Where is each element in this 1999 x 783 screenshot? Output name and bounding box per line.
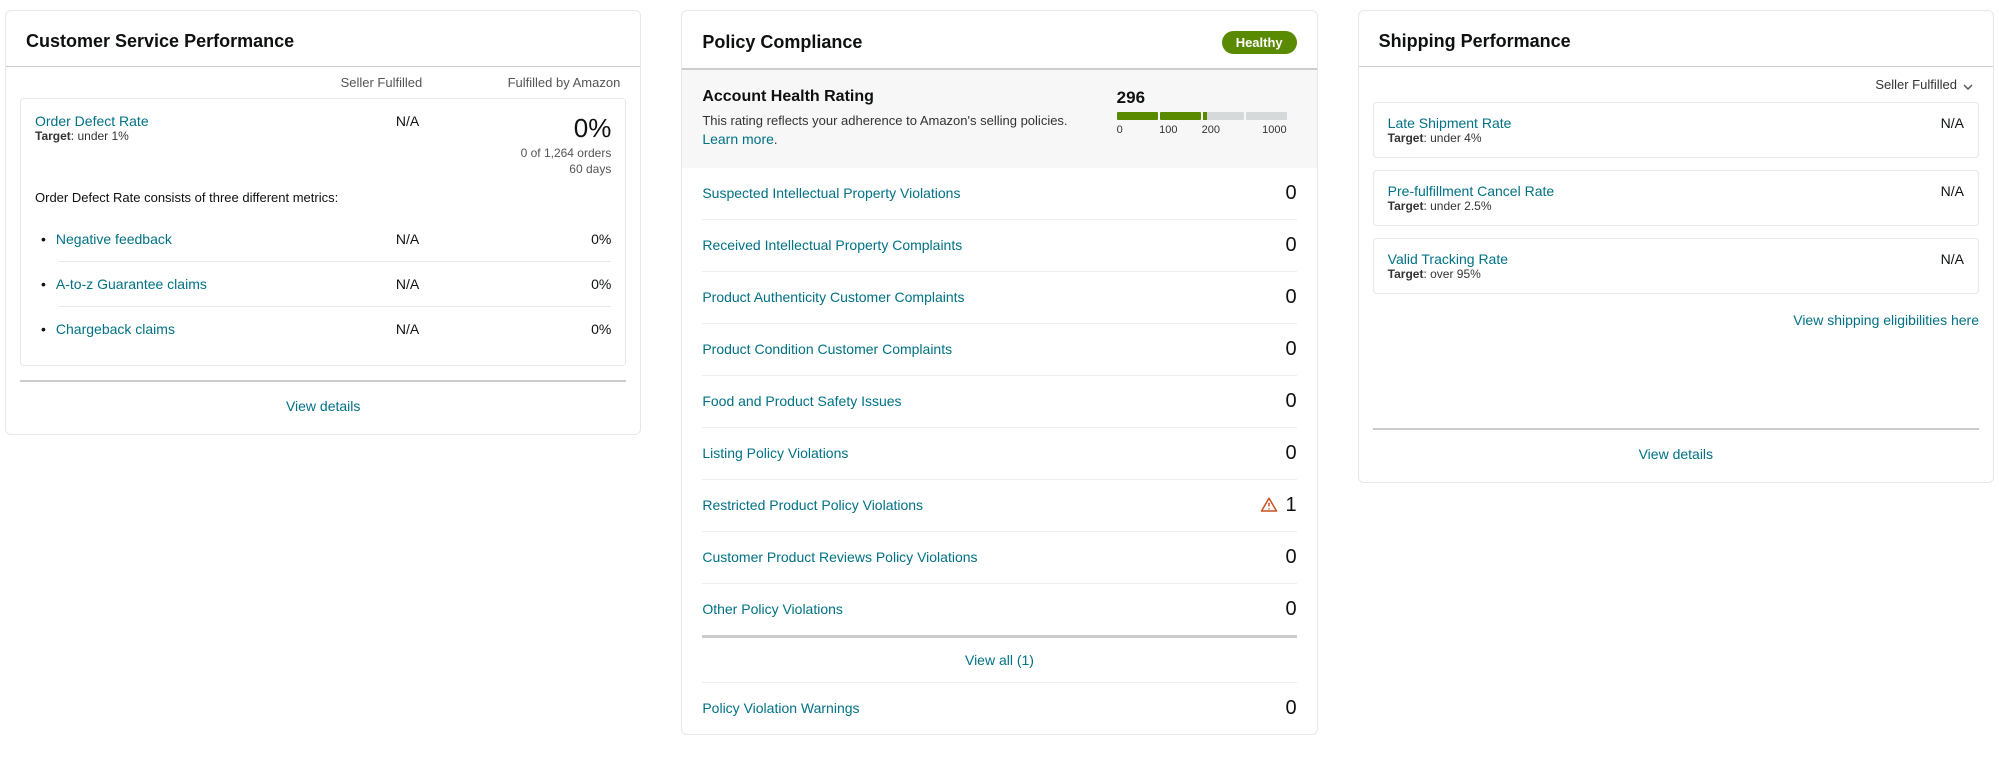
policy-row-count: 0 [1286, 442, 1297, 465]
ahr-gauge-labels: 0 100 200 1000 [1117, 124, 1287, 136]
cs-column-headers: Seller Fulfilled Fulfilled by Amazon [6, 67, 640, 98]
policy-row-link[interactable]: Other Policy Violations [702, 601, 843, 617]
metric-value: 0% [419, 276, 611, 292]
warning-icon [1260, 496, 1278, 514]
order-defect-rate-link[interactable]: Order Defect Rate [35, 113, 227, 129]
view-details-link[interactable]: View details [286, 398, 360, 414]
shipping-metric-link[interactable]: Pre-fulfillment Cancel Rate [1388, 183, 1555, 199]
metric-row: • Negative feedback N/A 0% [35, 217, 611, 261]
metric-value: N/A [227, 321, 419, 337]
customer-service-panel: Customer Service Performance Seller Fulf… [5, 10, 641, 435]
metric-value: N/A [227, 276, 419, 292]
shipping-performance-panel: Shipping Performance Seller Fulfilled La… [1358, 10, 1994, 483]
ahr-title: Account Health Rating [702, 88, 1086, 106]
shipping-metric-target: Target: over 95% [1388, 267, 1508, 281]
ahr-subtitle: This rating reflects your adherence to A… [702, 112, 1086, 150]
order-defect-rate-card: Order Defect Rate Target: under 1% N/A 0… [20, 98, 626, 366]
account-health-rating-section: Account Health Rating This rating reflec… [682, 68, 1316, 168]
metric-row: • Chargeback claims N/A 0% [35, 307, 611, 351]
odr-target: Target: under 1% [35, 129, 227, 143]
healthy-badge: Healthy [1222, 31, 1297, 54]
policy-row: Food and Product Safety Issues 0 [702, 376, 1296, 428]
ahr-score: 296 [1117, 88, 1297, 108]
policy-row: Product Condition Customer Complaints 0 [702, 324, 1296, 376]
atoz-claims-link[interactable]: A-to-z Guarantee claims [56, 276, 207, 292]
shipping-metric-link[interactable]: Late Shipment Rate [1388, 115, 1512, 131]
shipping-metric-card: Valid Tracking RateTarget: over 95% N/A [1373, 238, 1979, 294]
panel-header: Customer Service Performance [6, 11, 640, 66]
view-details-link[interactable]: View details [1639, 446, 1713, 462]
odr-explain: Order Defect Rate consists of three diff… [35, 190, 611, 205]
policy-row-count: 0 [1286, 338, 1297, 361]
panel-title: Customer Service Performance [26, 31, 294, 52]
col-seller-fulfilled: Seller Fulfilled [224, 75, 422, 90]
shipping-metric-value: N/A [1941, 251, 1964, 267]
policy-row-link[interactable]: Customer Product Reviews Policy Violatio… [702, 549, 977, 565]
policy-row-count: 0 [1286, 598, 1297, 621]
policy-row-link[interactable]: Product Authenticity Customer Complaints [702, 289, 964, 305]
policy-row: Other Policy Violations 0 [702, 584, 1296, 635]
panel-title: Policy Compliance [702, 32, 862, 53]
policy-row-link[interactable]: Product Condition Customer Complaints [702, 341, 952, 357]
policy-row-link[interactable]: Listing Policy Violations [702, 445, 848, 461]
policy-row-link[interactable]: Restricted Product Policy Violations [702, 497, 923, 513]
policy-row-count: 0 [1286, 234, 1297, 257]
odr-seller-value: N/A [227, 113, 419, 129]
shipping-metric-link[interactable]: Valid Tracking Rate [1388, 251, 1508, 267]
shipping-metric-value: N/A [1941, 183, 1964, 199]
policy-row: Suspected Intellectual Property Violatio… [702, 168, 1296, 220]
chargeback-claims-link[interactable]: Chargeback claims [56, 321, 175, 337]
policy-row: Customer Product Reviews Policy Violatio… [702, 532, 1296, 584]
view-shipping-eligibilities-link[interactable]: View shipping eligibilities here [1793, 312, 1979, 328]
panel-title: Shipping Performance [1379, 31, 1571, 52]
policy-row: Restricted Product Policy Violations 1 [702, 480, 1296, 532]
learn-more-link[interactable]: Learn more [702, 131, 774, 147]
metric-value: 0% [419, 321, 611, 337]
shipping-metric-value: N/A [1941, 115, 1964, 131]
policy-row-link[interactable]: Received Intellectual Property Complaint… [702, 237, 962, 253]
shipping-metric-card: Late Shipment RateTarget: under 4% N/A [1373, 102, 1979, 158]
account-health-dashboard: Customer Service Performance Seller Fulf… [5, 10, 1994, 735]
policy-row-link[interactable]: Suspected Intellectual Property Violatio… [702, 185, 960, 201]
shipping-metric-target: Target: under 4% [1388, 131, 1512, 145]
policy-row-count: 0 [1286, 390, 1297, 413]
view-all-link[interactable]: View all (1) [965, 652, 1034, 668]
bullet-icon: • [41, 276, 46, 292]
bullet-icon: • [41, 231, 46, 247]
negative-feedback-link[interactable]: Negative feedback [56, 231, 172, 247]
shipping-metric-card: Pre-fulfillment Cancel RateTarget: under… [1373, 170, 1979, 226]
policy-row: Listing Policy Violations 0 [702, 428, 1296, 480]
policy-row-link[interactable]: Food and Product Safety Issues [702, 393, 901, 409]
bullet-icon: • [41, 321, 46, 337]
policy-violation-warnings-link[interactable]: Policy Violation Warnings [702, 700, 859, 716]
policy-row: Product Authenticity Customer Complaints… [702, 272, 1296, 324]
odr-amazon-value: 0% [419, 113, 611, 144]
metric-value: 0% [419, 231, 611, 247]
policy-row-count: 0 [1286, 182, 1297, 205]
policy-row-count: 1 [1260, 494, 1297, 517]
metric-value: N/A [227, 231, 419, 247]
chevron-down-icon [1963, 80, 1973, 90]
policy-violations-list: Suspected Intellectual Property Violatio… [682, 168, 1316, 635]
panel-header: Policy Compliance Healthy [682, 11, 1316, 68]
policy-warnings-row: Policy Violation Warnings 0 [702, 683, 1296, 734]
policy-row-count: 0 [1286, 546, 1297, 569]
odr-period: 60 days [419, 162, 611, 176]
fulfillment-selector[interactable]: Seller Fulfilled [1359, 67, 1993, 102]
shipping-metric-target: Target: under 2.5% [1388, 199, 1555, 213]
odr-orders-count: 0 of 1,264 orders [419, 146, 611, 160]
policy-warnings-count: 0 [1286, 697, 1297, 720]
policy-row: Received Intellectual Property Complaint… [702, 220, 1296, 272]
policy-compliance-panel: Policy Compliance Healthy Account Health… [681, 10, 1317, 735]
ahr-gauge [1117, 112, 1287, 120]
panel-header: Shipping Performance [1359, 11, 1993, 66]
col-fulfilled-by-amazon: Fulfilled by Amazon [422, 75, 620, 90]
policy-row-count: 0 [1286, 286, 1297, 309]
metric-row: • A-to-z Guarantee claims N/A 0% [35, 262, 611, 306]
